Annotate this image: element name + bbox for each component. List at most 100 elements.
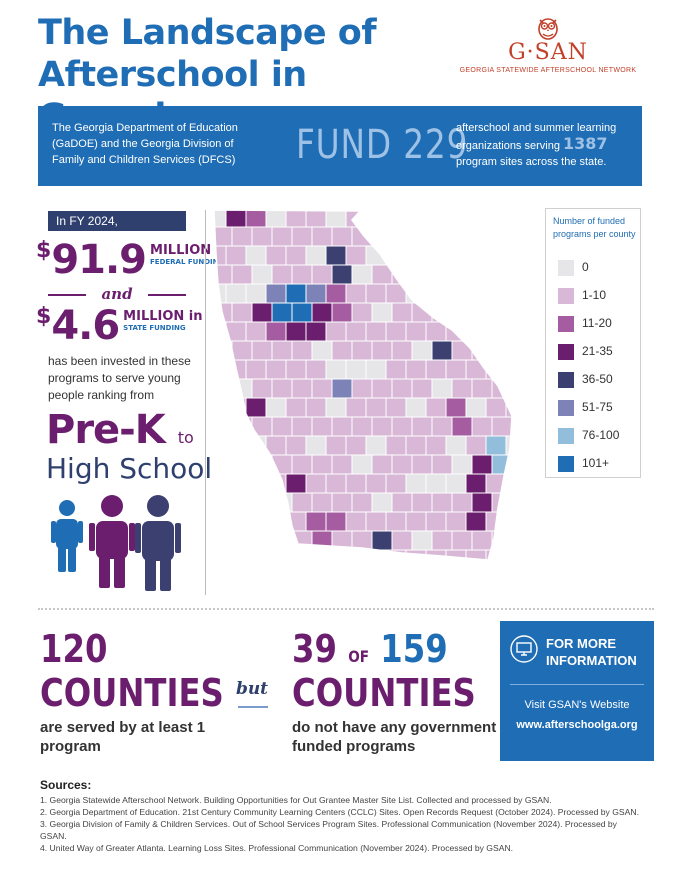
- county-cell: [214, 378, 233, 399]
- owl-icon: [538, 18, 558, 40]
- county-cell: [431, 226, 453, 247]
- more-info-box: FOR MORE INFORMATION Visit GSAN's Websit…: [500, 621, 654, 761]
- state-unit-label: MILLION in: [123, 309, 203, 324]
- county-cell: [265, 359, 287, 380]
- county-cell: [491, 264, 512, 285]
- county-cell: [305, 245, 327, 266]
- county-cell: [511, 264, 512, 285]
- county-cell: [371, 530, 393, 551]
- county-cell: [311, 492, 333, 513]
- county-cell: [471, 492, 493, 513]
- banner-fund-count: FUND 229: [296, 122, 469, 168]
- county-cell: [251, 226, 273, 247]
- legend-swatch: [558, 259, 574, 276]
- county-cell: [331, 302, 353, 323]
- county-cell: [405, 210, 427, 228]
- county-cell: [505, 210, 512, 228]
- county-cell: [425, 359, 447, 380]
- county-cell: [351, 492, 373, 513]
- county-cell: [391, 492, 413, 513]
- county-cell: [291, 302, 313, 323]
- legend-label: 101+: [582, 456, 610, 470]
- county-cell: [405, 397, 427, 418]
- county-cell: [511, 302, 512, 323]
- county-cell: [311, 530, 333, 551]
- county-cell: [365, 511, 387, 532]
- georgia-county-map: [213, 209, 513, 561]
- county-cell: [431, 340, 453, 361]
- county-cell: [485, 397, 507, 418]
- county-cell: [214, 245, 227, 266]
- county-cell: [325, 283, 347, 304]
- county-cell: [391, 530, 413, 551]
- legend-item: 36-50: [558, 369, 613, 389]
- county-cell: [371, 492, 393, 513]
- county-cell: [325, 549, 347, 560]
- county-cell: [371, 416, 393, 437]
- county-cell: [491, 492, 512, 513]
- unserved-count: 39 OF 159: [292, 628, 448, 678]
- county-cell: [391, 302, 413, 323]
- county-cell: [385, 511, 407, 532]
- county-cell: [425, 473, 447, 494]
- county-cell: [405, 283, 427, 304]
- county-cell: [445, 473, 467, 494]
- county-cell: [471, 530, 493, 551]
- county-cell: [485, 283, 507, 304]
- county-cell: [445, 397, 467, 418]
- county-cell: [385, 397, 407, 418]
- computer-icon: [510, 635, 538, 663]
- county-cell: [471, 302, 493, 323]
- county-cell: [271, 416, 293, 437]
- state-type-label: STATE FUNDING: [123, 324, 186, 332]
- county-cell: [251, 302, 273, 323]
- county-cell: [351, 454, 373, 475]
- county-cell: [365, 359, 387, 380]
- county-cell: [511, 416, 512, 437]
- county-cell: [451, 416, 473, 437]
- county-cell: [365, 549, 387, 560]
- county-cell: [365, 321, 387, 342]
- federal-funding: $91.9 MILLION in FEDERAL FUNDING: [36, 238, 229, 282]
- county-cell: [214, 359, 227, 380]
- county-cell: [291, 492, 313, 513]
- county-cell: [391, 416, 413, 437]
- but-label: but: [235, 679, 269, 699]
- county-cell: [425, 511, 447, 532]
- info-divider: [510, 684, 644, 685]
- county-cell: [271, 226, 293, 247]
- county-cell: [451, 378, 473, 399]
- county-cell: [265, 283, 287, 304]
- county-cell: [465, 283, 487, 304]
- county-cell: [245, 245, 267, 266]
- county-cell: [431, 378, 453, 399]
- source-item: 2. Georgia Department of Education. 21st…: [40, 807, 639, 817]
- county-cell: [214, 530, 233, 551]
- county-cell: [214, 397, 227, 418]
- county-cell: [251, 416, 273, 437]
- county-cell: [325, 397, 347, 418]
- county-cell: [351, 226, 373, 247]
- county-cell: [245, 435, 267, 456]
- county-cell: [391, 226, 413, 247]
- county-cell: [245, 397, 267, 418]
- website-link[interactable]: www.afterschoolga.org: [516, 719, 638, 731]
- county-cell: [311, 416, 333, 437]
- federal-dollar-sign: $: [36, 238, 52, 263]
- county-cell: [351, 416, 373, 437]
- county-cell: [465, 473, 487, 494]
- county-cell: [345, 245, 367, 266]
- county-cell: [425, 210, 447, 228]
- county-cell: [331, 416, 353, 437]
- legend-label: 11-20: [582, 316, 612, 330]
- gsan-logo: G·SAN GEORGIA STATEWIDE AFTERSCHOOL NETW…: [456, 14, 640, 92]
- federal-amount: 91.9: [51, 237, 147, 283]
- county-cell: [285, 549, 307, 560]
- legend-swatch: [558, 315, 574, 332]
- served-caption: are served by at least 1 program: [40, 719, 206, 755]
- banner-sites-after: program sites across the state.: [456, 156, 607, 168]
- unserved-of-label: OF: [348, 647, 370, 666]
- county-cell: [345, 435, 367, 456]
- legend-swatch: [558, 455, 574, 472]
- county-cell: [265, 511, 287, 532]
